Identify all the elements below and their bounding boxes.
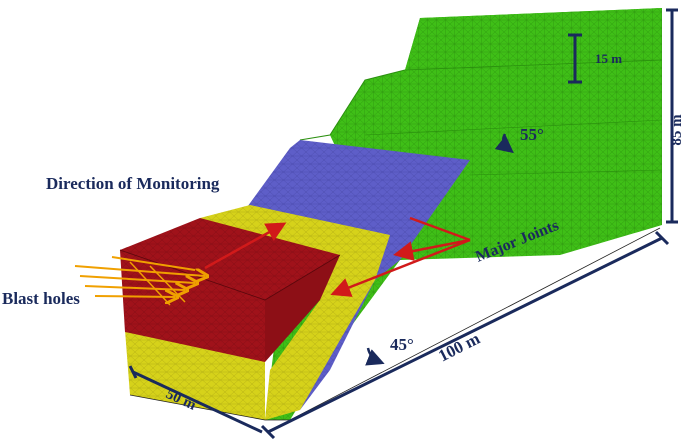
- lower-slope-angle-label: 45°: [390, 335, 414, 354]
- blast-hole-arrows: [74, 256, 205, 306]
- green-rock-mass: [265, 8, 663, 420]
- angle-arc-45: [365, 347, 385, 366]
- bench-height-label: 15 m: [595, 51, 622, 66]
- major-joint-arrows: [330, 216, 471, 297]
- red-blast-block: [119, 218, 341, 362]
- angle-arc-55: [494, 133, 514, 154]
- blast-holes-label: Blast holes: [2, 289, 80, 308]
- upper-slope-angle-label: 55°: [520, 125, 544, 144]
- direction-of-monitoring-label: Direction of Monitoring: [46, 174, 220, 193]
- length-label: 100 m: [435, 329, 483, 366]
- dimension-lines: [128, 8, 678, 440]
- total-height-label: 85 m: [669, 114, 685, 146]
- monitoring-direction-arrow: [204, 222, 287, 270]
